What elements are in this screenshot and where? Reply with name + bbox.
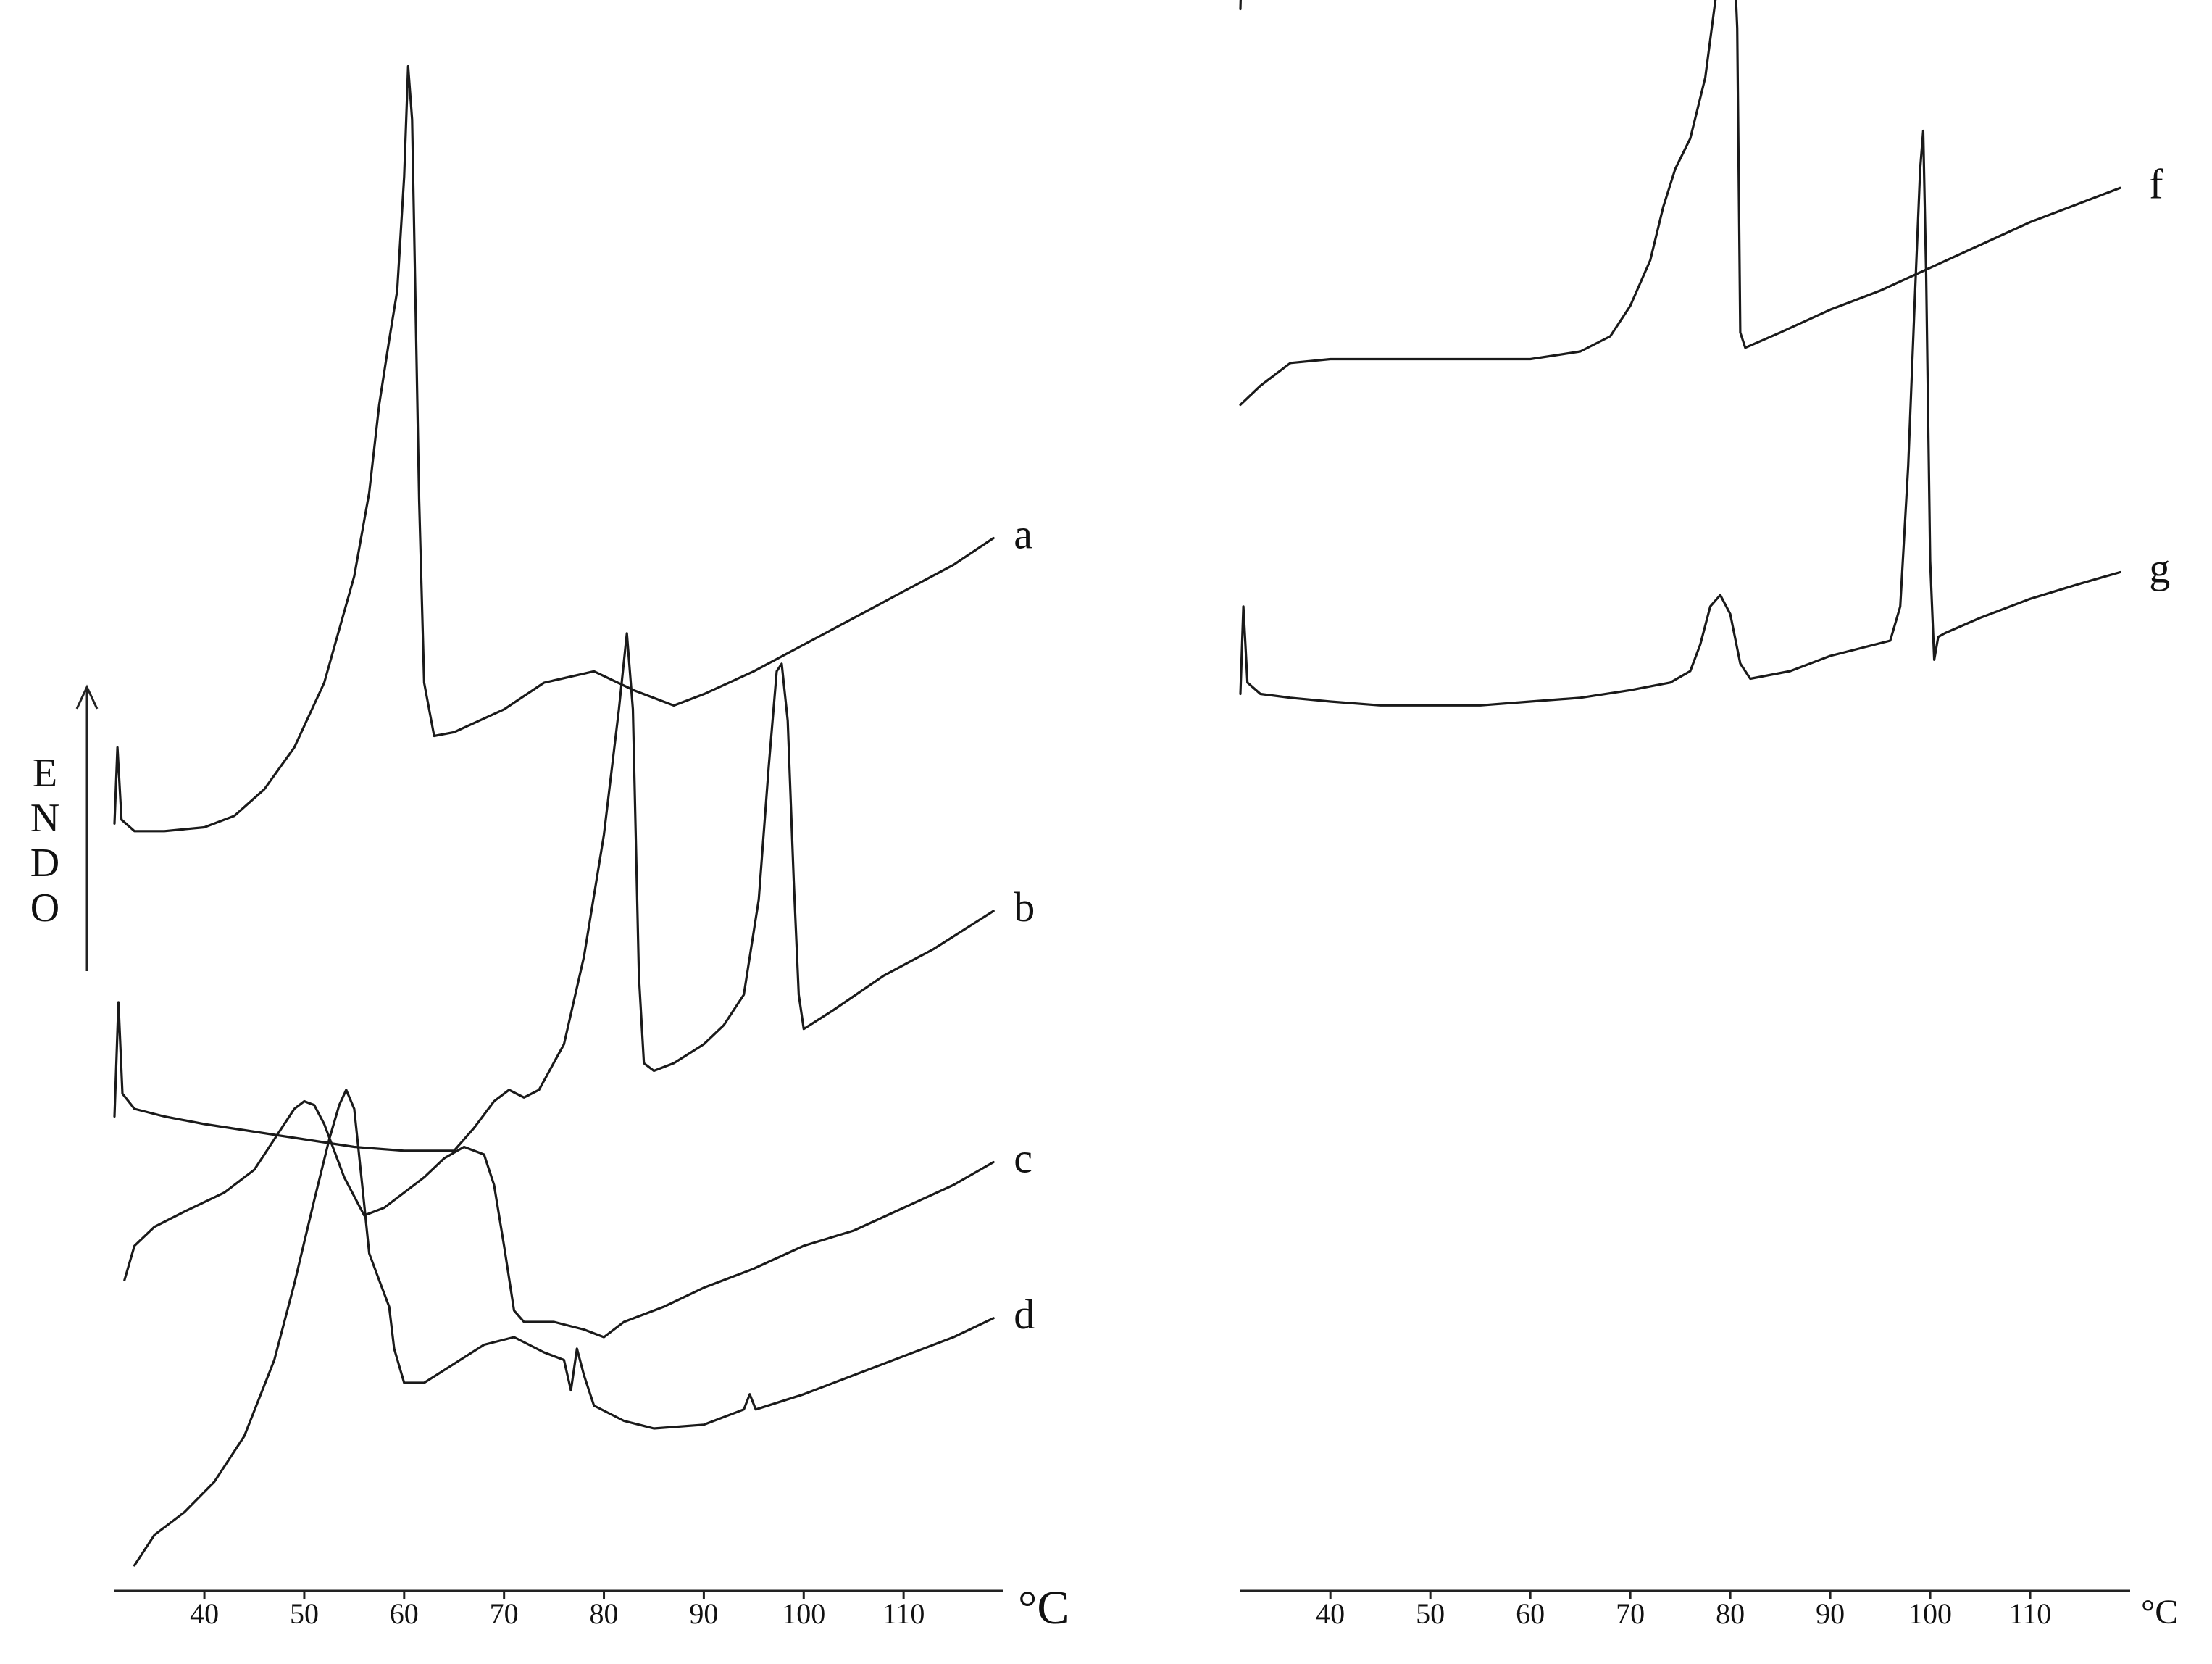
- right-x-tick-label: 100: [1908, 1597, 1952, 1630]
- right-x-tick-label: 110: [2009, 1597, 2052, 1630]
- right-x-tick-label: 40: [1316, 1597, 1345, 1630]
- endo-arrowhead: [75, 684, 99, 710]
- thermogram-curve-d: [133, 1089, 995, 1567]
- curve-label-c: c: [1014, 1135, 1032, 1182]
- right-x-tick-label: 60: [1516, 1597, 1545, 1630]
- left-x-tick-label: 50: [290, 1597, 319, 1630]
- right-x-tick-label: 80: [1716, 1597, 1745, 1630]
- curve-label-a: a: [1014, 511, 1032, 558]
- thermogram-curve-f: [1239, 0, 2121, 407]
- endo-label-letter: E: [33, 751, 57, 796]
- left-x-tick-label: 80: [590, 1597, 619, 1630]
- left-x-tick-label: 100: [782, 1597, 825, 1630]
- left-x-unit-label: °C: [1018, 1581, 1069, 1634]
- left-x-tick-label: 60: [390, 1597, 419, 1630]
- endo-label-letter: D: [30, 841, 59, 886]
- right-x-tick-label: 90: [1816, 1597, 1845, 1630]
- left-x-tick-label: 90: [689, 1597, 718, 1630]
- thermogram-curve-b: [113, 632, 995, 1152]
- endo-label-letter: N: [30, 796, 59, 841]
- curve-label-b: b: [1014, 883, 1035, 931]
- curve-label-f: f: [2149, 160, 2163, 207]
- thermogram-curve-c: [123, 1099, 995, 1339]
- thermogram-curve-g: [1239, 129, 2121, 707]
- left-x-tick-label: 40: [190, 1597, 219, 1630]
- thermogram-curve-a: [113, 65, 995, 833]
- right-x-tick-label: 50: [1416, 1597, 1445, 1630]
- right-x-unit-label: °C: [2141, 1593, 2178, 1631]
- left-x-tick-label: 110: [882, 1597, 925, 1630]
- endo-label-letter: O: [30, 886, 59, 931]
- left-x-tick-label: 70: [490, 1597, 519, 1630]
- curve-label-g: g: [2149, 545, 2170, 592]
- curve-label-d: d: [1014, 1291, 1035, 1338]
- right-x-tick-label: 70: [1616, 1597, 1645, 1630]
